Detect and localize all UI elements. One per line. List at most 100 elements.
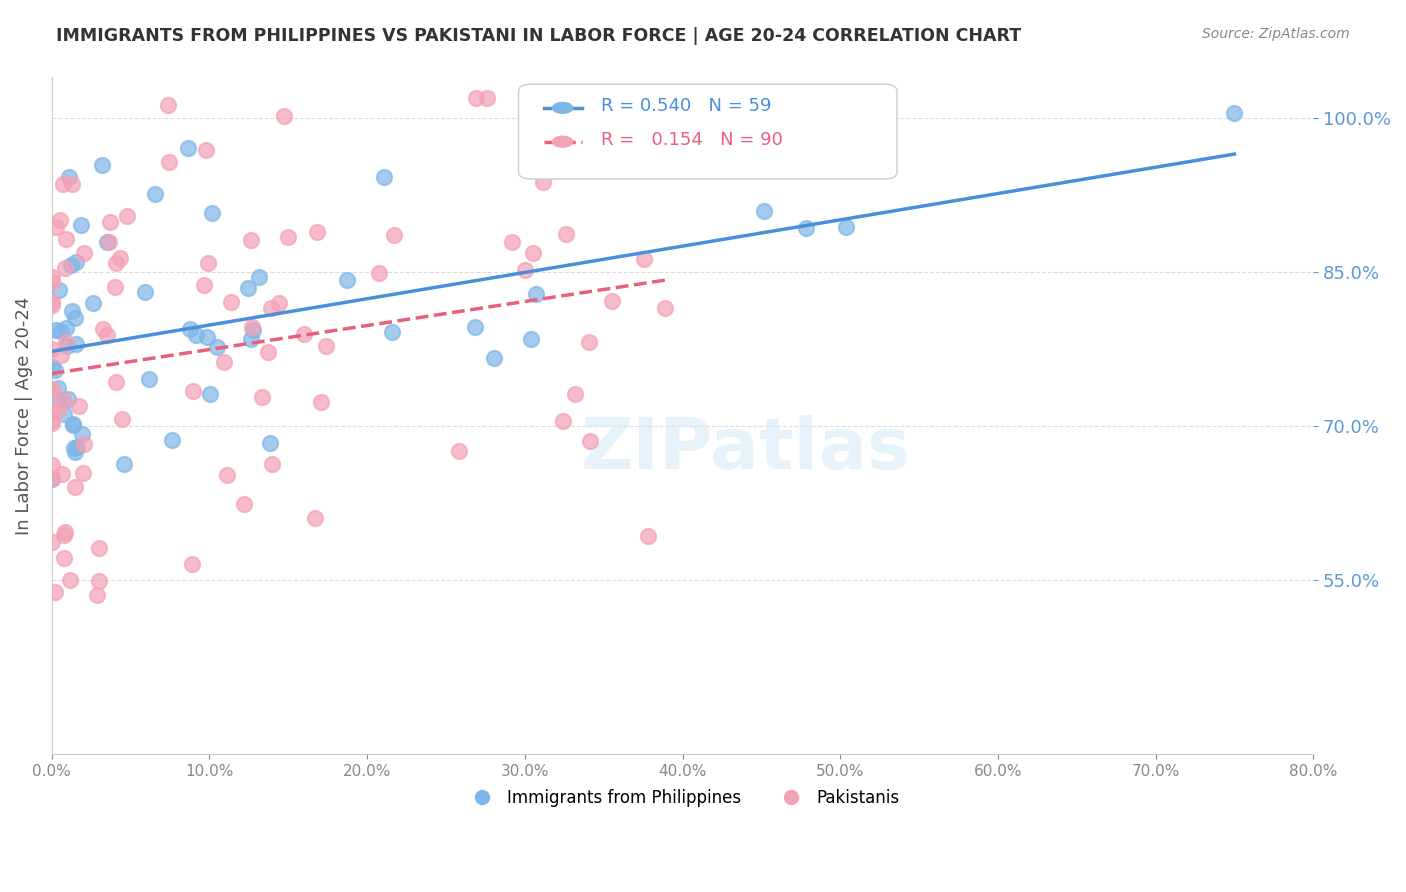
Point — [63, 311, 86, 326]
Point — [41, 294, 63, 309]
Point — [60, 258, 83, 272]
Point — [579, 434, 602, 449]
Point — [201, 206, 224, 220]
Point — [273, 109, 295, 123]
Point — [184, 327, 207, 342]
Point — [82, 296, 104, 310]
Point — [193, 278, 215, 293]
Point — [58, 170, 80, 185]
Point — [41, 383, 63, 397]
Point — [97, 235, 120, 249]
Point — [156, 97, 179, 112]
Point — [41, 412, 63, 426]
Point — [62, 417, 84, 432]
Point — [86, 588, 108, 602]
Point — [794, 220, 817, 235]
Point — [315, 339, 337, 353]
Point — [41, 276, 63, 290]
Point — [138, 371, 160, 385]
Point — [633, 252, 655, 266]
Point — [55, 335, 77, 350]
Text: Source: ZipAtlas.com: Source: ZipAtlas.com — [1202, 27, 1350, 41]
Point — [336, 273, 359, 287]
Point — [44, 585, 66, 599]
Point — [53, 261, 76, 276]
Point — [259, 435, 281, 450]
Point — [240, 320, 263, 334]
Point — [522, 246, 544, 260]
Text: R =   0.154   N = 90: R = 0.154 N = 90 — [600, 131, 782, 149]
Point — [257, 345, 280, 359]
Point — [87, 541, 110, 555]
Text: R = 0.540   N = 59: R = 0.540 N = 59 — [600, 97, 770, 115]
Point — [157, 155, 180, 169]
Point — [754, 204, 776, 219]
Point — [52, 393, 75, 408]
Point — [63, 480, 86, 494]
Point — [60, 177, 83, 191]
Point — [59, 573, 82, 587]
Point — [262, 457, 284, 471]
Point — [382, 228, 405, 243]
Point — [55, 321, 77, 335]
Point — [41, 471, 63, 485]
Point — [105, 376, 128, 390]
Point — [145, 186, 167, 201]
Point — [449, 444, 471, 458]
Point — [247, 270, 270, 285]
Circle shape — [553, 136, 572, 147]
Text: IMMIGRANTS FROM PHILIPPINES VS PAKISTANI IN LABOR FORCE | AGE 20-24 CORRELATION : IMMIGRANTS FROM PHILIPPINES VS PAKISTANI… — [56, 27, 1021, 45]
Point — [46, 392, 69, 406]
Point — [41, 359, 63, 374]
Point — [56, 392, 79, 406]
Point — [69, 218, 91, 232]
Point — [72, 246, 94, 260]
Point — [531, 175, 554, 189]
Point — [46, 402, 69, 417]
Point — [110, 411, 132, 425]
Point — [1223, 105, 1246, 120]
Point — [49, 348, 72, 362]
Point — [240, 233, 263, 247]
Point — [242, 323, 264, 337]
Point — [309, 394, 332, 409]
Point — [45, 220, 67, 235]
Point — [475, 91, 498, 105]
Point — [60, 304, 83, 318]
Point — [96, 328, 118, 343]
Point — [179, 322, 201, 336]
Point — [41, 417, 63, 431]
Point — [277, 229, 299, 244]
Point — [63, 441, 86, 455]
Point — [835, 220, 858, 235]
Point — [105, 256, 128, 270]
Point — [41, 270, 63, 285]
Point — [45, 323, 67, 337]
Point — [52, 177, 75, 191]
Point — [304, 511, 326, 525]
Point — [91, 322, 114, 336]
Point — [51, 467, 73, 482]
Point — [578, 334, 600, 349]
Point — [524, 287, 547, 301]
Legend: Immigrants from Philippines, Pakistanis: Immigrants from Philippines, Pakistanis — [458, 782, 905, 814]
Point — [67, 399, 90, 413]
Point — [65, 336, 87, 351]
Point — [53, 528, 76, 542]
Point — [180, 557, 202, 571]
FancyBboxPatch shape — [519, 84, 897, 179]
Point — [267, 295, 290, 310]
Point — [519, 333, 541, 347]
Point — [56, 339, 79, 353]
Point — [515, 263, 537, 277]
Point — [238, 281, 260, 295]
Point — [240, 332, 263, 346]
Point — [70, 426, 93, 441]
Point — [41, 342, 63, 356]
Point — [194, 143, 217, 157]
Point — [90, 158, 112, 172]
Point — [197, 255, 219, 269]
Point — [41, 472, 63, 486]
Point — [233, 497, 256, 511]
Point — [305, 225, 328, 239]
